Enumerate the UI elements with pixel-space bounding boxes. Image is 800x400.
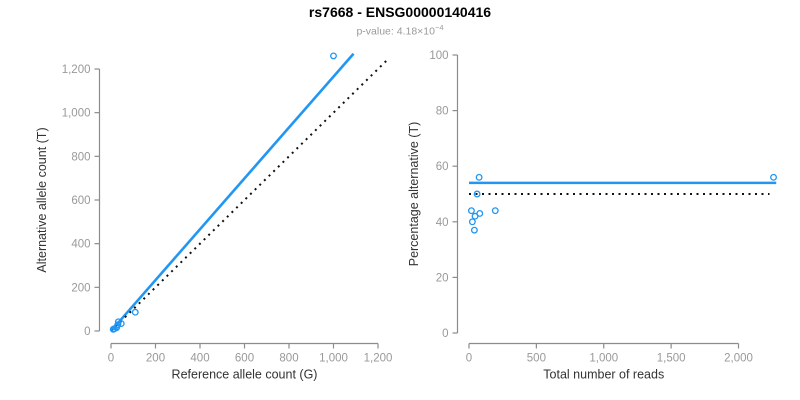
y-tick-label: 20 — [436, 272, 449, 284]
fit-line — [110, 52, 355, 332]
percentage-vs-reads-plot: 0 20 40 60 80 100 0 500 1,000 1,500 2,000 Total num… — [407, 50, 777, 382]
x-tick-label: 0 — [466, 353, 472, 365]
x-tick-label: 1,500 — [657, 353, 686, 365]
y-tick-label: 0 — [442, 328, 448, 340]
data-point — [475, 173, 483, 181]
page-title: rs7668 - ENSG00000140416 — [308, 4, 492, 20]
pvalue-text: p-value: 4.18×10 — [356, 25, 435, 38]
data-point — [330, 52, 337, 60]
x-tick-label: 400 — [190, 353, 209, 365]
x-axis-label: Total number of reads — [543, 368, 664, 382]
data-point — [471, 212, 479, 220]
pvalue-exponent: −4 — [434, 23, 444, 32]
y-tick-label: 1,000 — [62, 108, 91, 120]
x-tick-label: 0 — [108, 353, 114, 365]
x-tick-label: 1,000 — [589, 353, 618, 365]
y-tick-label: 1,200 — [62, 64, 91, 76]
y-tick-label: 40 — [436, 217, 449, 229]
x-tick-label: 800 — [279, 353, 298, 365]
data-point — [467, 207, 475, 215]
data-point — [131, 308, 139, 316]
x-tick-label: 500 — [527, 353, 546, 365]
data-point — [491, 207, 499, 215]
data-point — [113, 324, 121, 332]
y-tick-label: 400 — [71, 239, 90, 251]
identity-line — [110, 58, 389, 332]
x-axis-label: Reference allele count (G) — [172, 368, 318, 382]
y-tick-label: 800 — [71, 151, 90, 163]
data-point — [470, 226, 478, 234]
y-tick-label: 60 — [436, 161, 449, 173]
y-tick-label: 80 — [436, 106, 449, 118]
x-tick-label: 2,000 — [724, 353, 753, 365]
y-tick-label: 100 — [429, 50, 448, 62]
y-tick-label: 0 — [84, 326, 90, 338]
data-point — [468, 218, 476, 226]
y-tick-label: 200 — [71, 282, 90, 294]
y-axis-label: Alternative allele count (T) — [35, 127, 49, 272]
y-tick-label: 600 — [71, 195, 90, 207]
data-point — [473, 190, 481, 198]
allele-counts-plot: 0 200 400 600 800 1,000 1,200 0 200 400 600 800 1,00… — [35, 52, 393, 382]
data-point — [770, 173, 777, 181]
y-axis-label: Percentage alternative (T) — [407, 122, 421, 267]
data-point — [117, 320, 125, 328]
x-tick-label: 1,000 — [319, 353, 348, 365]
x-tick-label: 600 — [235, 353, 254, 365]
x-tick-label: 200 — [146, 353, 165, 365]
figure-header: rs7668 - ENSG00000140416 p-value: 4.18×1… — [0, 4, 800, 39]
x-tick-label: 1,200 — [364, 353, 393, 365]
pvalue-subtitle: p-value: 4.18×10−4 — [0, 21, 800, 39]
